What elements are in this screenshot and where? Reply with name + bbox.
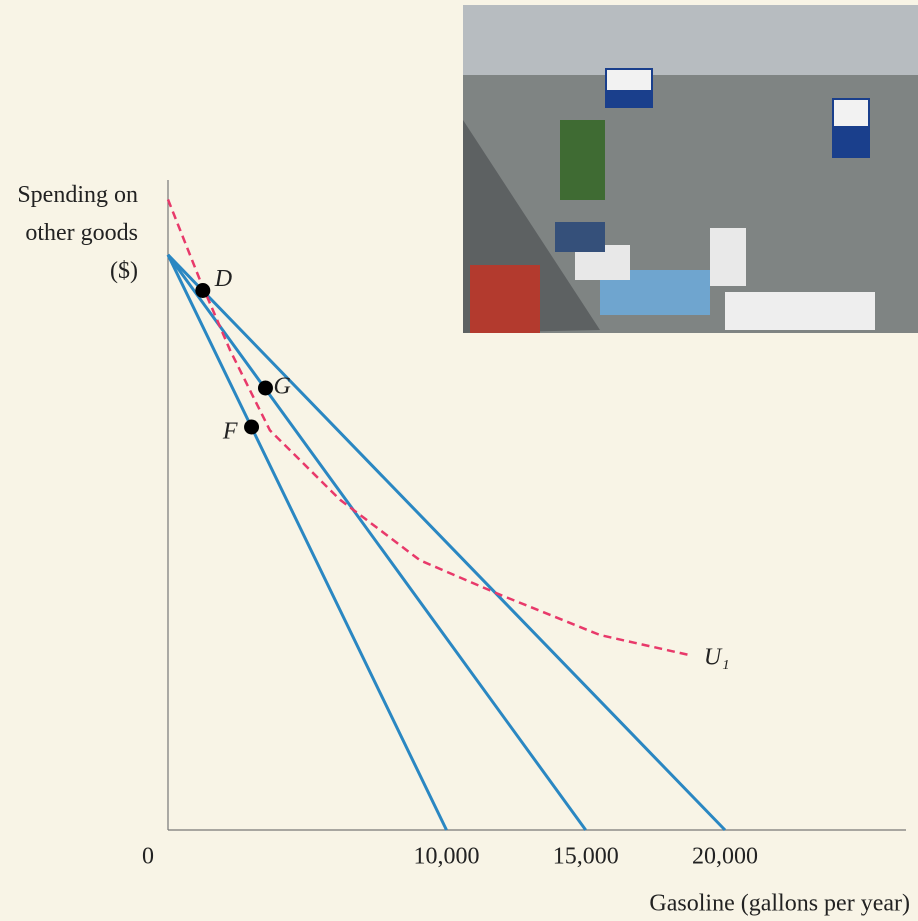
point — [195, 283, 211, 298]
budget-line — [166, 253, 727, 832]
budget-line — [166, 254, 448, 831]
photo — [463, 5, 918, 333]
y-axis-label: Spending on other goods ($) — [17, 182, 138, 284]
point-label: D — [214, 266, 232, 292]
point — [244, 419, 260, 435]
budget-line — [166, 253, 587, 831]
point-label: G — [273, 374, 290, 400]
x-tick-label: 10,000 — [413, 844, 479, 870]
indifference-curve — [166, 199, 691, 657]
point — [257, 380, 273, 396]
point-label: F — [222, 419, 238, 445]
x-tick-label: 0 — [142, 844, 154, 870]
x-tick-label: 20,000 — [692, 844, 758, 870]
x-axis-label: Gasoline (gallons per year) — [649, 891, 910, 917]
x-tick-label: 15,000 — [553, 844, 619, 870]
curve-label: U₁ — [704, 645, 730, 671]
